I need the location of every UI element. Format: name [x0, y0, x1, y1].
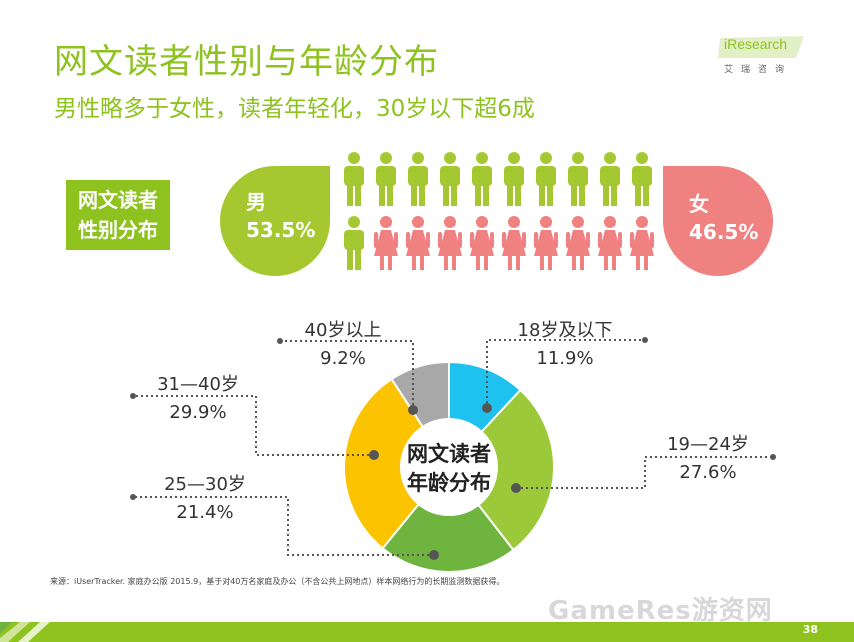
page-title: 网文读者性别与年龄分布 — [54, 42, 439, 82]
donut-slice-25-30 — [381, 502, 515, 573]
male-person-icon — [568, 152, 588, 206]
age-label-18-below: 18岁及以下 11.9% — [502, 316, 628, 369]
male-person-icon — [472, 152, 492, 206]
age-label-19-24: 19—24岁 27.6% — [656, 430, 760, 483]
page-subtitle: 男性略多于女性，读者年轻化，30岁以下超6成 — [54, 96, 535, 122]
leader-dot — [130, 494, 136, 500]
age-label-40-above-name: 40岁以上 — [304, 320, 382, 341]
age-label-25-30-name: 25—30岁 — [164, 474, 246, 495]
female-person-icon — [438, 216, 462, 270]
leader-dot — [130, 393, 136, 399]
male-person-icon — [600, 152, 620, 206]
gender-icon-grid — [344, 152, 654, 270]
age-label-31-40-value: 29.9% — [169, 402, 227, 423]
donut-slice-31-40 — [343, 377, 425, 550]
male-person-icon — [632, 152, 652, 206]
donut-slice-19-24 — [477, 388, 555, 552]
age-label-31-40-name: 31—40岁 — [157, 374, 239, 395]
male-value: 53.5% — [246, 218, 316, 242]
donut-center-line1: 网文读者 — [407, 442, 491, 466]
source-note: 来源：iUserTracker. 家庭办公版 2015.9，基于对40万名家庭及… — [50, 577, 505, 586]
female-label: 女 — [689, 192, 709, 216]
female-person-icon — [502, 216, 526, 270]
leader-25-30 — [133, 496, 434, 556]
male-person-icon — [344, 216, 364, 270]
female-person-icon — [566, 216, 590, 270]
leader-dot — [277, 338, 283, 344]
logo-chinese: 艾瑞咨询 — [724, 65, 793, 75]
male-person-icon — [408, 152, 428, 206]
iresearch-logo: iResearch 艾瑞咨询 — [716, 34, 806, 78]
logo-brand: iResearch — [724, 36, 788, 52]
gender-distribution-label: 网文读者 性别分布 — [66, 180, 170, 250]
age-label-40-above: 40岁以上 9.2% — [288, 316, 398, 369]
age-label-25-30-value: 21.4% — [176, 502, 234, 523]
female-person-icon — [534, 216, 558, 270]
leader-dot — [369, 450, 379, 460]
age-label-31-40: 31—40岁 29.9% — [150, 370, 246, 423]
leader-dot — [642, 337, 648, 343]
leader-dot — [482, 403, 492, 413]
male-person-icon — [440, 152, 460, 206]
female-person-icon — [374, 216, 398, 270]
female-person-icon — [598, 216, 622, 270]
female-person-icon — [630, 216, 654, 270]
corner-stripes-icon — [0, 622, 50, 642]
male-person-icon — [376, 152, 396, 206]
female-person-icon — [470, 216, 494, 270]
gender-box-line1: 网文读者 — [78, 188, 158, 212]
female-drop: 女 46.5% — [663, 166, 773, 276]
age-label-18-below-name: 18岁及以下 — [517, 320, 613, 341]
leader-dot — [770, 454, 776, 460]
gender-box-line2: 性别分布 — [78, 218, 158, 242]
watermark: GameRes游资网 — [548, 596, 773, 626]
age-label-25-30: 25—30岁 21.4% — [150, 470, 260, 523]
age-label-19-24-name: 19—24岁 — [667, 434, 749, 455]
female-person-icon — [406, 216, 430, 270]
bottom-bar — [0, 622, 854, 642]
male-person-icon — [344, 152, 364, 206]
male-person-icon — [504, 152, 524, 206]
donut-center-line2: 年龄分布 — [407, 471, 491, 495]
donut-center-label: 网文读者 年龄分布 — [396, 440, 502, 498]
age-label-40-above-value: 9.2% — [320, 348, 366, 369]
age-label-18-below-value: 11.9% — [536, 348, 594, 369]
male-drop: 男 53.5% — [220, 166, 330, 276]
page-number: 38 — [802, 623, 818, 636]
logo-shape-icon — [718, 36, 804, 58]
male-person-icon — [536, 152, 556, 206]
leader-dot — [408, 405, 418, 415]
male-label: 男 — [246, 190, 266, 214]
leader-dot — [429, 550, 439, 560]
age-label-19-24-value: 27.6% — [679, 462, 737, 483]
donut-slice-40-above — [390, 360, 450, 429]
female-value: 46.5% — [689, 220, 759, 244]
leader-dot — [511, 483, 521, 493]
